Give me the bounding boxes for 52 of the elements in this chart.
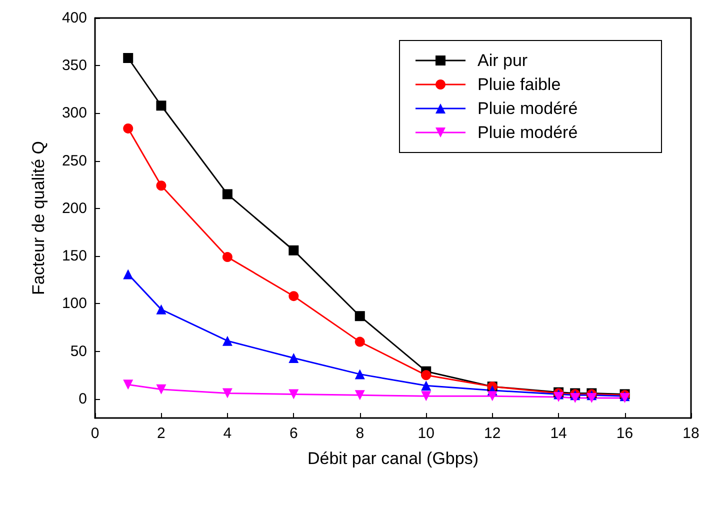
y-axis-title: Facteur de qualité Q bbox=[29, 140, 48, 296]
x-tick-label: 12 bbox=[484, 425, 501, 442]
x-tick-label: 8 bbox=[356, 425, 364, 442]
point bbox=[554, 392, 564, 402]
point bbox=[487, 391, 498, 402]
y-tick-label: 350 bbox=[62, 57, 87, 74]
x-tick-label: 2 bbox=[157, 425, 166, 442]
point bbox=[421, 380, 432, 391]
point bbox=[156, 384, 166, 394]
point bbox=[421, 370, 432, 380]
y-tick-label: 250 bbox=[62, 152, 87, 170]
point bbox=[354, 336, 365, 347]
y-tick-label: 50 bbox=[70, 342, 87, 360]
point bbox=[354, 369, 365, 380]
x-tick-label: 6 bbox=[289, 425, 298, 442]
point bbox=[123, 380, 134, 390]
point bbox=[156, 100, 166, 111]
legend-label: Pluie faible bbox=[478, 75, 561, 94]
point bbox=[222, 252, 232, 262]
point bbox=[222, 388, 232, 398]
point bbox=[354, 311, 365, 322]
point bbox=[123, 53, 134, 63]
point bbox=[288, 245, 299, 256]
y-tick-label: 300 bbox=[62, 104, 87, 122]
point bbox=[222, 189, 232, 200]
y-tick-label: 150 bbox=[62, 248, 87, 265]
y-tick-label: 400 bbox=[62, 10, 87, 26]
x-tick-label: 18 bbox=[682, 425, 700, 442]
point bbox=[222, 336, 232, 346]
point bbox=[570, 393, 580, 403]
x-tick-label: 4 bbox=[223, 425, 232, 442]
point bbox=[288, 291, 299, 302]
y-tick-label: 200 bbox=[62, 200, 87, 217]
x-tick-label: 10 bbox=[418, 425, 434, 442]
x-tick-label: 0 bbox=[90, 425, 100, 442]
point bbox=[123, 123, 134, 134]
legend-label: Pluie modéré bbox=[478, 123, 578, 142]
point bbox=[288, 353, 299, 363]
point bbox=[354, 390, 365, 400]
point bbox=[421, 391, 432, 402]
x-tick-label: 14 bbox=[550, 425, 567, 442]
point bbox=[586, 393, 597, 403]
point bbox=[288, 389, 299, 400]
legend-label: Air pur bbox=[478, 51, 528, 70]
legend-label: Pluie modéré bbox=[478, 99, 578, 118]
point bbox=[123, 269, 134, 280]
point bbox=[156, 304, 166, 314]
point bbox=[156, 180, 166, 191]
y-tick-label: 0 bbox=[78, 390, 87, 408]
x-axis-title: Débit par canal (Gbps) bbox=[307, 449, 479, 468]
x-tick-label: 16 bbox=[616, 425, 634, 442]
y-tick-label: 100 bbox=[62, 295, 87, 312]
